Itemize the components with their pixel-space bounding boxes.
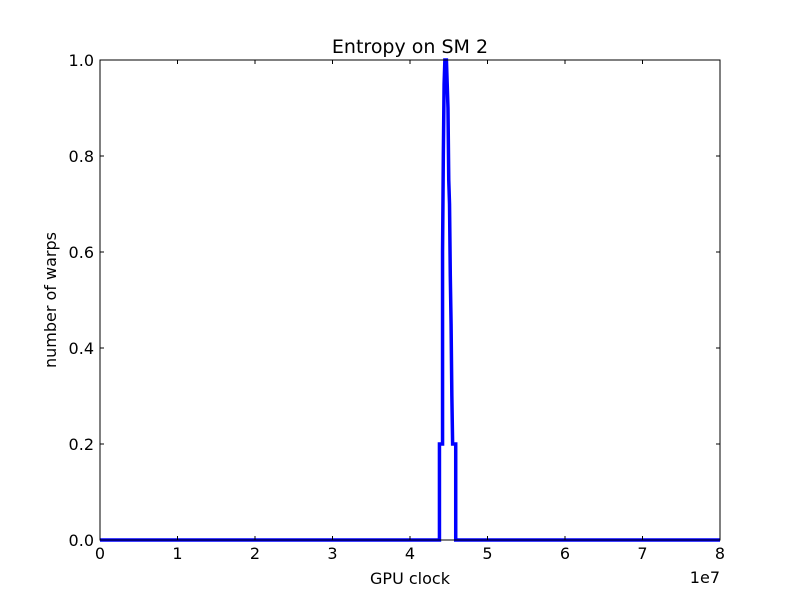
x-offset-label: 1e7 xyxy=(690,568,720,587)
y-tick-label: 0.0 xyxy=(69,531,94,550)
x-tick-label: 5 xyxy=(482,544,492,563)
plot-frame xyxy=(99,59,721,541)
x-tick-label: 8 xyxy=(715,544,725,563)
y-tick-label: 0.8 xyxy=(69,147,94,166)
x-tick-label: 0 xyxy=(95,544,105,563)
y-tick-label: 1.0 xyxy=(69,51,94,70)
x-axis-label: GPU clock xyxy=(370,569,451,588)
x-tick-label: 3 xyxy=(327,544,337,563)
series-layer xyxy=(100,58,720,542)
x-tick-label: 1 xyxy=(172,544,182,563)
x-tick-label: 4 xyxy=(405,544,415,563)
x-tick-label: 7 xyxy=(637,544,647,563)
x-tick-label: 2 xyxy=(250,544,260,563)
y-tick-label: 0.4 xyxy=(69,339,94,358)
series-line xyxy=(100,58,720,542)
y-tick-label: 0.6 xyxy=(69,243,94,262)
x-tick-label: 6 xyxy=(560,544,570,563)
chart-title: Entropy on SM 2 xyxy=(332,36,488,58)
y-axis-label: number of warps xyxy=(41,232,60,368)
y-tick-label: 0.2 xyxy=(69,435,94,454)
